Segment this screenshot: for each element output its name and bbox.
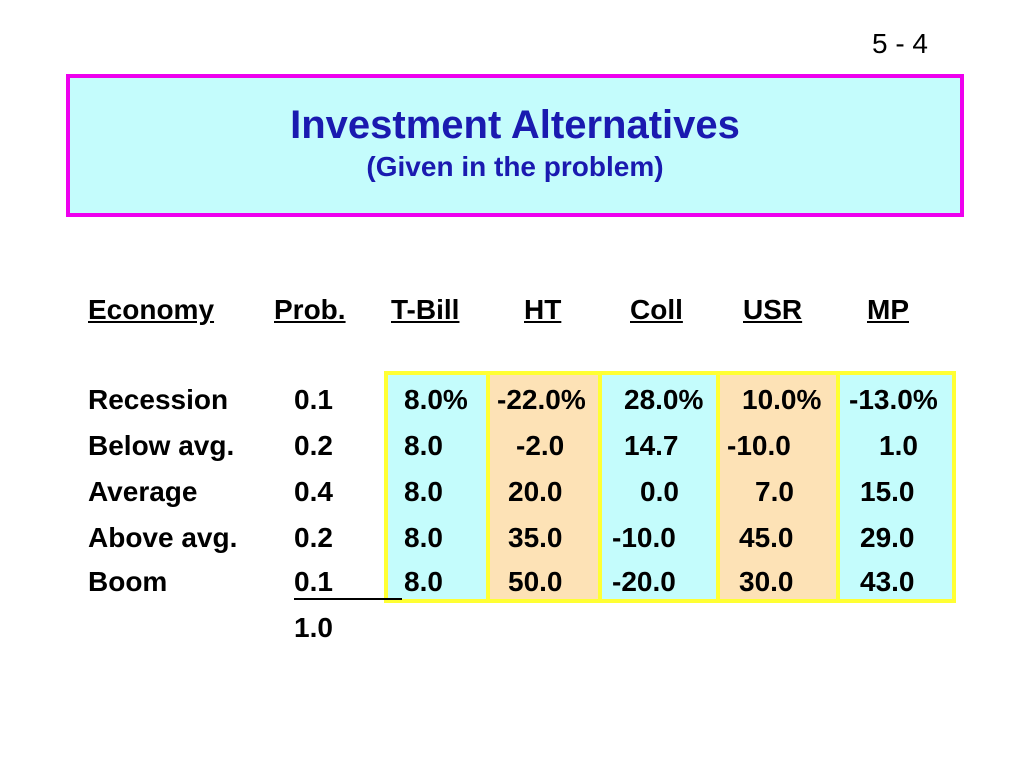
cell-ht: 50.0 (508, 566, 563, 597)
cell-mp: 29.0 (860, 522, 915, 553)
cell-coll: 28.0% (624, 384, 704, 415)
cell-economy: Below avg. (88, 430, 235, 461)
cell-usr: 10.0% (742, 384, 822, 415)
cell-usr: -10.0 (727, 430, 791, 461)
prob-sum-line (294, 598, 402, 600)
header-tbill: T-Bill (391, 294, 460, 325)
cell-ht: -22.0% (497, 384, 586, 415)
cell-tbill: 8.0% (404, 384, 468, 415)
page-title: Investment Alternatives (290, 103, 740, 147)
header-usr: USR (743, 294, 803, 325)
cell-prob: 0.2 (294, 522, 333, 553)
title-box: Investment Alternatives (Given in the pr… (66, 74, 964, 217)
header-mp: MP (867, 294, 909, 325)
slide-number: 5 - 4 (871, 28, 928, 59)
cell-prob: 0.1 (294, 566, 333, 597)
coll-column-box (598, 371, 720, 603)
ht-column-box (486, 371, 602, 603)
page-subtitle: (Given in the problem) (366, 151, 664, 182)
cell-tbill: 8.0 (404, 476, 443, 507)
cell-ht: -2.0 (516, 430, 565, 461)
cell-economy: Average (88, 476, 198, 507)
cell-ht: 35.0 (508, 522, 563, 553)
mp-column-box (836, 371, 956, 603)
cell-mp: -13.0% (849, 384, 938, 415)
header-prob: Prob. (274, 294, 346, 325)
cell-economy: Boom (88, 566, 168, 597)
cell-tbill: 8.0 (404, 522, 443, 553)
header-ht: HT (524, 294, 562, 325)
tbill-column-box (384, 371, 490, 603)
prob-total: 1.0 (294, 612, 333, 643)
cell-usr: 7.0 (755, 476, 794, 507)
cell-coll: 14.7 (624, 430, 679, 461)
cell-economy: Above avg. (88, 522, 238, 553)
header-coll: Coll (630, 294, 683, 325)
cell-tbill: 8.0 (404, 430, 443, 461)
cell-coll: -20.0 (612, 566, 676, 597)
cell-tbill: 8.0 (404, 566, 443, 597)
header-economy: Economy (88, 294, 215, 325)
cell-coll: 0.0 (640, 476, 679, 507)
cell-mp: 1.0 (879, 430, 918, 461)
cell-prob: 0.2 (294, 430, 333, 461)
cell-mp: 15.0 (860, 476, 915, 507)
cell-prob: 0.4 (294, 476, 333, 507)
cell-mp: 43.0 (860, 566, 915, 597)
cell-prob: 0.1 (294, 384, 333, 415)
cell-usr: 30.0 (739, 566, 794, 597)
cell-coll: -10.0 (612, 522, 676, 553)
cell-ht: 20.0 (508, 476, 563, 507)
cell-economy: Recession (88, 384, 229, 415)
cell-usr: 45.0 (739, 522, 794, 553)
